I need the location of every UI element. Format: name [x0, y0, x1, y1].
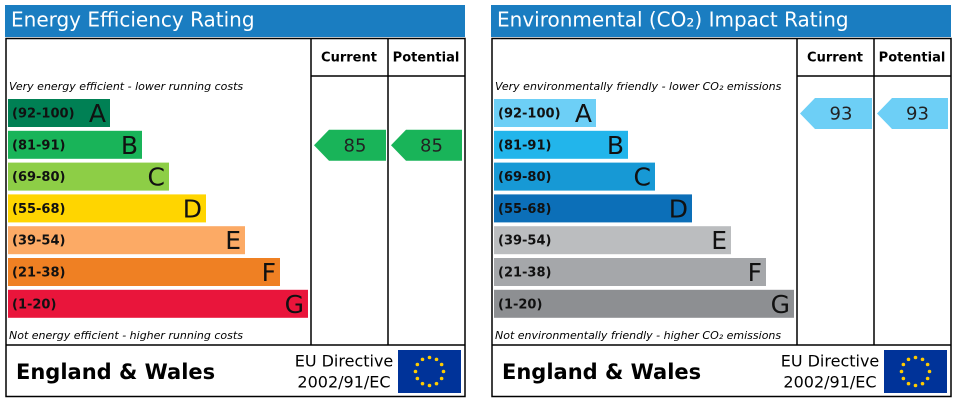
band-letter: C	[148, 163, 165, 192]
rating-value: 85	[344, 135, 367, 156]
footer-directive: 2002/91/EC	[783, 373, 876, 392]
header-potential: Potential	[879, 51, 946, 66]
band-letter: E	[225, 226, 241, 255]
eu-star	[901, 376, 906, 381]
band-letter: C	[634, 163, 651, 192]
band-bar	[494, 226, 731, 255]
eu-star	[427, 355, 432, 360]
eu-star	[441, 369, 446, 374]
eu-star	[899, 369, 904, 374]
rating-panel: Energy Efficiency Rating Current Potential…	[5, 5, 466, 398]
band-bar	[494, 162, 655, 191]
panel-title: Environmental (CO₂) Impact Rating	[497, 8, 849, 32]
rating-value: 93	[830, 104, 853, 125]
band-bar	[494, 99, 596, 127]
panel-title: Energy Efficiency Rating	[11, 8, 255, 32]
eu-star	[420, 357, 425, 362]
bottom-note: Not energy efficient - higher running co…	[9, 329, 243, 342]
rating-value: 93	[906, 104, 929, 125]
band-letter: E	[711, 226, 727, 255]
eu-star	[415, 362, 420, 367]
band-bar	[8, 162, 169, 191]
band-range: (39-54)	[498, 234, 551, 249]
band-bar	[8, 289, 308, 318]
band-range: (55-68)	[498, 202, 551, 217]
band-range: (69-80)	[12, 170, 65, 185]
rating-arrow	[314, 129, 386, 161]
eu-star	[434, 381, 439, 386]
eu-star	[927, 369, 932, 374]
band-range: (21-38)	[12, 266, 65, 281]
band-letter: F	[748, 258, 762, 287]
eu-star	[913, 355, 918, 360]
top-note: Very environmentally friendly - lower CO…	[495, 80, 782, 93]
band-bar	[8, 226, 245, 255]
eu-star	[439, 362, 444, 367]
band-letter: F	[262, 258, 276, 287]
band-letter: B	[607, 131, 624, 160]
band-range: (92-100)	[12, 107, 75, 122]
rating-arrow	[800, 98, 872, 129]
band-range: (39-54)	[12, 234, 65, 249]
eu-star	[920, 381, 925, 386]
band-bar	[8, 194, 206, 223]
band-range: (1-20)	[498, 297, 542, 312]
band-letter: B	[121, 131, 138, 160]
band-range: (21-38)	[498, 266, 551, 281]
eu-star	[413, 369, 418, 374]
top-note: Very energy efficient - lower running co…	[9, 80, 243, 93]
eu-star	[906, 357, 911, 362]
band-bar	[8, 99, 110, 127]
band-bar	[8, 130, 142, 159]
header-potential: Potential	[393, 51, 460, 66]
band-bar	[494, 194, 692, 223]
eu-star	[420, 381, 425, 386]
band-range: (1-20)	[12, 297, 56, 312]
eu-star	[925, 376, 930, 381]
rating-arrow	[391, 129, 462, 161]
footer-directive: 2002/91/EC	[297, 373, 390, 392]
band-letter: A	[89, 99, 106, 128]
band-letter: D	[669, 194, 688, 223]
eu-star	[906, 381, 911, 386]
band-letter: G	[771, 290, 790, 319]
header-current: Current	[807, 51, 863, 66]
title-bar	[491, 5, 951, 37]
rating-value: 85	[420, 135, 443, 156]
footer-directive: EU Directive	[295, 352, 394, 371]
band-range: (69-80)	[498, 170, 551, 185]
band-range: (81-91)	[498, 138, 551, 153]
band-letter: A	[575, 99, 592, 128]
band-letter: D	[183, 194, 202, 223]
eu-star	[427, 383, 432, 388]
band-range: (55-68)	[12, 202, 65, 217]
band-letter: G	[285, 290, 304, 319]
band-range: (92-100)	[498, 107, 561, 122]
eu-star	[439, 376, 444, 381]
eu-star	[920, 357, 925, 362]
footer-region: England & Wales	[16, 360, 215, 384]
eu-star	[434, 357, 439, 362]
rating-arrow	[877, 98, 948, 129]
header-current: Current	[321, 51, 377, 66]
band-bar	[8, 258, 280, 286]
band-bar	[494, 289, 794, 318]
band-bar	[494, 130, 628, 159]
band-bar	[494, 258, 766, 286]
eu-star	[415, 376, 420, 381]
title-bar	[5, 5, 465, 37]
rating-panel: Environmental (CO₂) Impact Rating Current…	[491, 5, 952, 398]
bottom-note: Not environmentally friendly - higher CO…	[495, 329, 781, 342]
band-range: (81-91)	[12, 138, 65, 153]
eu-star	[913, 383, 918, 388]
footer-directive: EU Directive	[781, 352, 880, 371]
eu-star	[901, 362, 906, 367]
eu-star	[925, 362, 930, 367]
footer-region: England & Wales	[502, 360, 701, 384]
